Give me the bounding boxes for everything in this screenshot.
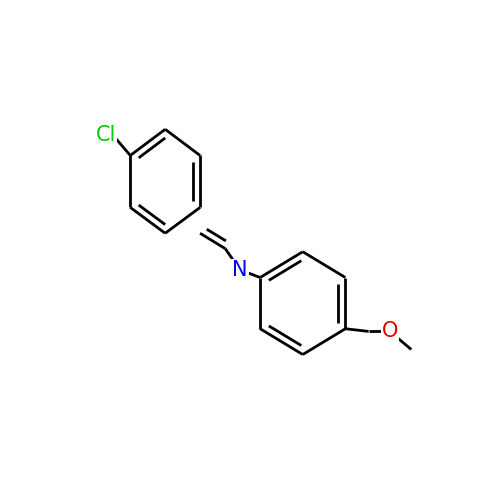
Text: Cl: Cl — [96, 125, 116, 145]
Text: N: N — [232, 260, 248, 280]
Text: O: O — [382, 322, 398, 342]
